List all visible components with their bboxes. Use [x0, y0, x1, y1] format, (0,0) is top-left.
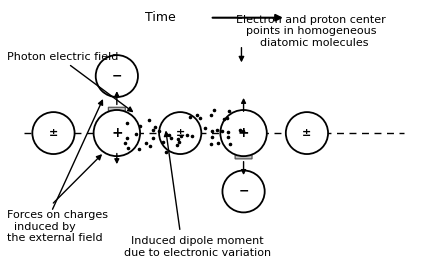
Point [173, 142, 180, 147]
Ellipse shape [94, 110, 140, 156]
Point [210, 108, 217, 112]
Point [175, 137, 181, 141]
Point [167, 136, 174, 140]
Point [146, 144, 153, 148]
Point [160, 140, 167, 145]
Text: Time: Time [145, 11, 176, 24]
Point [132, 132, 139, 136]
Text: Induced dipole moment
due to electronic variation: Induced dipole moment due to electronic … [124, 236, 270, 258]
Ellipse shape [223, 170, 265, 212]
Point [178, 134, 184, 138]
Point [166, 133, 173, 137]
FancyArrow shape [228, 114, 259, 159]
Text: ±: ± [49, 128, 58, 138]
Text: Photon electric field: Photon electric field [7, 52, 119, 62]
Point [240, 129, 247, 133]
Point [224, 130, 231, 135]
Point [146, 118, 152, 123]
Point [225, 135, 232, 139]
Point [121, 141, 128, 145]
Point [155, 129, 162, 133]
Point [152, 125, 158, 129]
FancyArrow shape [101, 107, 133, 151]
Text: −: − [238, 185, 249, 198]
Ellipse shape [96, 55, 138, 97]
Point [176, 140, 183, 145]
Point [149, 128, 156, 132]
Text: Forces on charges
  induced by
the external field: Forces on charges induced by the externa… [7, 210, 108, 243]
Point [237, 128, 244, 132]
Point [136, 147, 143, 151]
Point [208, 135, 215, 139]
Point [208, 128, 215, 133]
Point [223, 116, 230, 120]
Point [124, 136, 131, 141]
Point [226, 109, 232, 113]
Point [208, 142, 214, 146]
Point [137, 124, 144, 129]
Point [183, 133, 190, 138]
Point [214, 140, 221, 145]
Text: ±: ± [175, 128, 185, 138]
Text: +: + [238, 126, 250, 140]
Point [197, 116, 204, 120]
Text: −: − [112, 70, 122, 83]
Point [202, 126, 208, 130]
Ellipse shape [33, 112, 74, 154]
Point [142, 140, 149, 145]
Text: +: + [111, 126, 123, 140]
Point [218, 128, 225, 133]
Point [189, 134, 196, 138]
Point [227, 142, 234, 146]
Point [124, 146, 131, 150]
Point [208, 112, 214, 117]
Ellipse shape [286, 112, 328, 154]
Point [163, 150, 169, 154]
Ellipse shape [159, 112, 201, 154]
Point [221, 117, 228, 121]
Point [149, 135, 156, 140]
Point [214, 127, 221, 132]
Point [124, 121, 131, 125]
Text: ±: ± [302, 128, 312, 138]
Ellipse shape [220, 110, 267, 156]
Text: Electron and proton center
points in homogeneous
  diatomic molecules: Electron and proton center points in hom… [236, 15, 386, 48]
Point [194, 113, 201, 117]
Point [186, 115, 193, 119]
